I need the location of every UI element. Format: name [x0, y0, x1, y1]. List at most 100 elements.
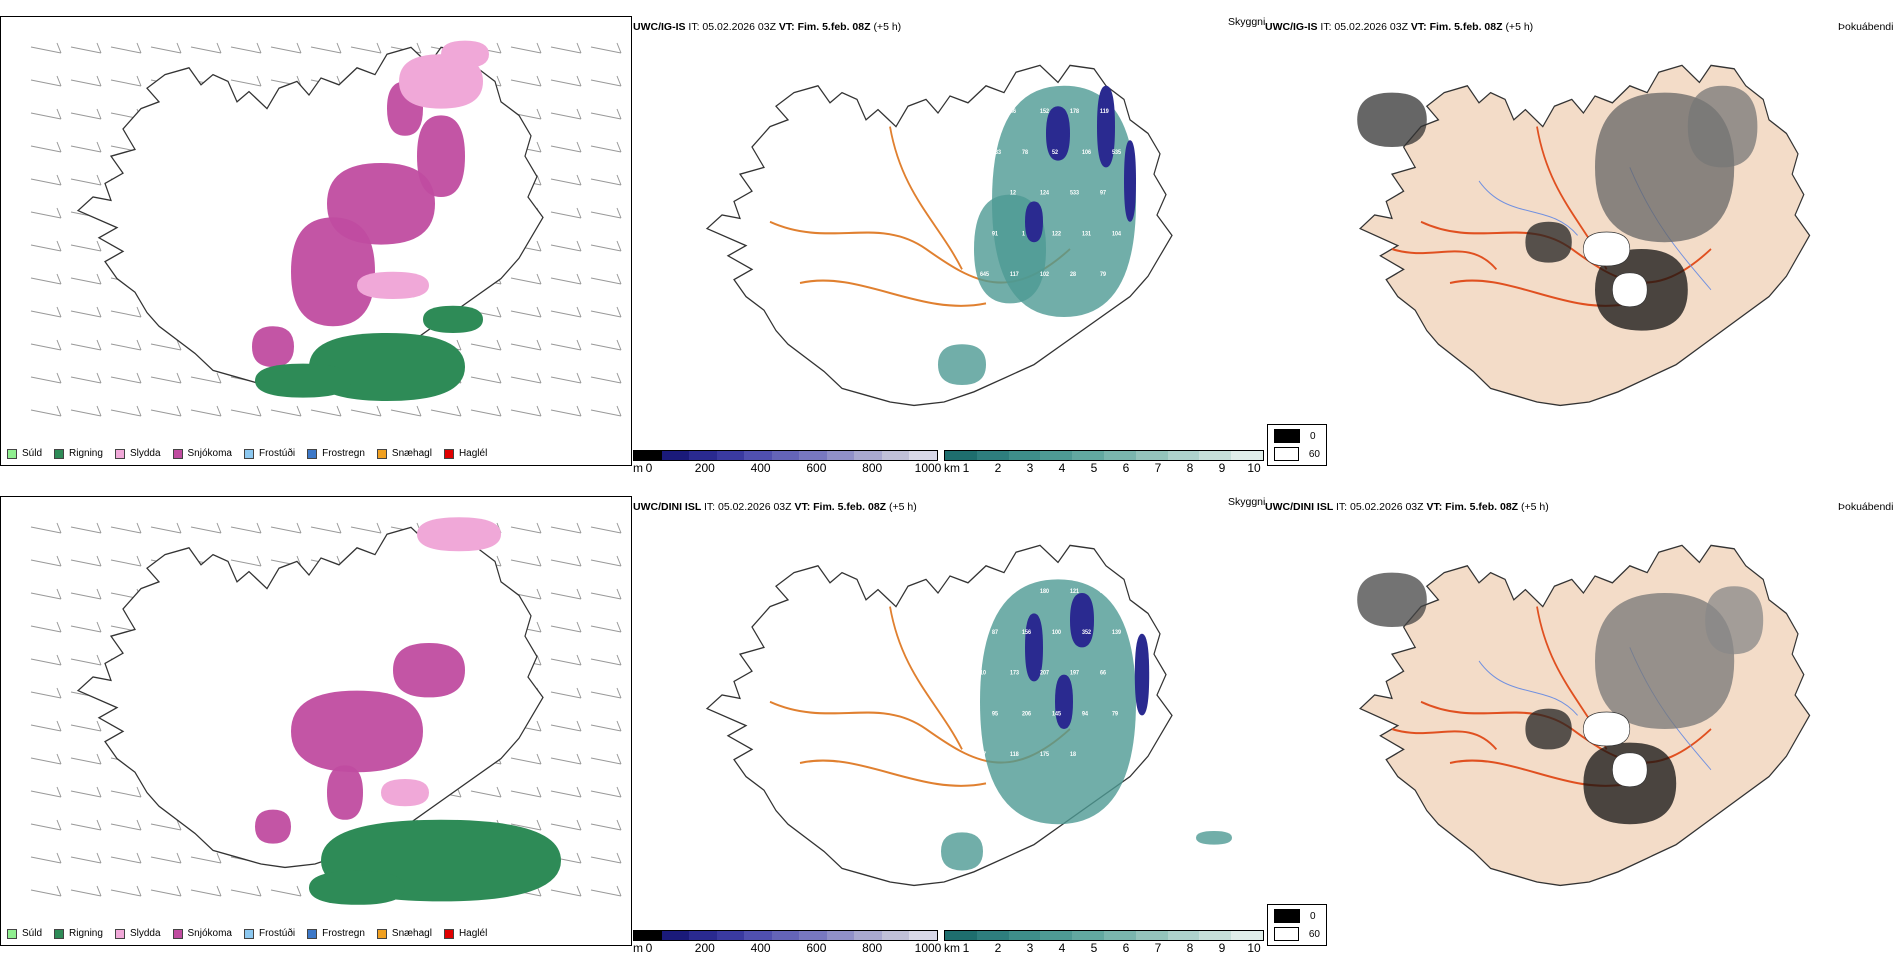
cloud-base-value: 120	[962, 711, 971, 717]
visibility-area	[1196, 831, 1232, 845]
cloud-base-value: 12	[1010, 190, 1016, 196]
wind-barb	[270, 405, 302, 417]
wind-barb	[550, 372, 582, 384]
wind-barb	[590, 405, 622, 417]
cloud-base-value: 169	[950, 190, 959, 196]
cloud-base-value: 52	[1052, 150, 1058, 156]
cloud-header: UWC/DINI ISL IT: 05.02.2026 03Z VT: Fim.…	[633, 501, 917, 514]
wind-barb	[30, 405, 62, 417]
wind-barb	[30, 555, 62, 567]
colorbar-cell	[1072, 931, 1104, 940]
colorbar-tick: 5	[1090, 461, 1098, 475]
fog-title: Þokuábendi	[1838, 501, 1894, 513]
cloud-base-value: 152	[1040, 109, 1049, 115]
colorbar-cell	[744, 931, 772, 940]
wind-barb	[510, 372, 542, 384]
fog-legend-label: 0	[1310, 910, 1316, 922]
fog-map	[1357, 64, 1811, 407]
wind-barb	[550, 174, 582, 186]
wind-barb	[30, 819, 62, 831]
cloud-base-value: 97	[1100, 190, 1106, 196]
cloud-base-value: 118	[1022, 313, 1031, 319]
wind-barb	[110, 555, 142, 567]
cloud-base-value: 161	[950, 670, 960, 676]
cloud-header: UWC/IG-IS IT: 05.02.2026 03Z VT: Fim. 5.…	[633, 21, 901, 34]
cloud-base-value: 106	[1082, 150, 1091, 156]
fog-legend-item: 60	[1274, 447, 1320, 461]
colorbar-cell	[976, 931, 1009, 940]
wind-barb	[590, 753, 622, 765]
cloud-base-value: 535	[1112, 150, 1122, 156]
cloud-base-value: 156	[1022, 630, 1031, 636]
wind-barb	[350, 405, 382, 417]
rain-area	[309, 870, 405, 905]
fog-legend-item: 0	[1274, 429, 1320, 443]
wind-barb	[110, 339, 142, 351]
cloud-base-value: 161	[962, 231, 972, 237]
wind-barb	[550, 687, 582, 699]
model-name: UWC/DINI ISL	[1265, 501, 1336, 513]
fog-legend-swatch	[1274, 927, 1299, 941]
legend-item: Rigning	[54, 928, 103, 939]
colorbar-tick: 2	[994, 461, 1002, 475]
colorbar-tick: 3	[1026, 461, 1034, 475]
wind-barb	[590, 555, 622, 567]
wind-barb	[70, 753, 102, 765]
legend-item: Snjókoma	[172, 448, 232, 459]
colorbar-tick: 9	[1218, 941, 1226, 955]
cloud-base-value: 57	[980, 752, 986, 758]
visibility-colorbar: km 1 2 3 4 5 6 7 8 9 10	[944, 930, 1264, 955]
cloud-base-value: 118	[1010, 752, 1019, 758]
wind-barb	[230, 75, 262, 87]
cloud-base-area	[1055, 674, 1073, 729]
wind-barb	[110, 75, 142, 87]
wind-barb	[590, 339, 622, 351]
legend-label: Súld	[22, 448, 43, 459]
wind-barb	[590, 522, 622, 534]
wind-barb	[30, 885, 62, 897]
coastline	[76, 526, 544, 869]
cloud-base-value: 104	[1112, 231, 1122, 237]
legend-item: Snæhagl	[376, 448, 432, 459]
colorbar-cell	[1167, 451, 1200, 460]
wind-barb	[30, 273, 62, 285]
cloud-base-value: 134	[962, 630, 972, 636]
legend-label: Snjókoma	[187, 928, 232, 939]
roads	[1391, 606, 1712, 787]
colorbar-cell	[1072, 451, 1104, 460]
colorbar-tick: 2	[994, 941, 1002, 955]
colorbar-cell	[854, 931, 882, 940]
colorbar-cell	[1199, 451, 1232, 460]
wind-barb	[590, 852, 622, 864]
colorbar-unit: m	[633, 941, 643, 955]
cloud-base-value: 206	[1022, 711, 1031, 717]
cloud-base-value: 207	[1040, 670, 1049, 676]
sleet-area	[399, 54, 484, 109]
legend-swatch	[172, 928, 183, 939]
wind-barb	[70, 405, 102, 417]
colorbar-ticks: 0 200 400 600 800 1000	[633, 461, 942, 475]
colorbar-tick: 400	[750, 941, 771, 955]
wind-barb	[70, 522, 102, 534]
colorbar-cell	[634, 931, 662, 940]
wind-barb	[70, 819, 102, 831]
precip-legend: Súld Rigning Slydda Snjókoma Frostúði Frostre…	[7, 928, 499, 939]
precip-map	[30, 517, 622, 905]
wind-barb	[430, 405, 462, 417]
fog-legend-label: 60	[1308, 928, 1320, 940]
wind-barb	[510, 75, 542, 87]
wind-barb	[150, 819, 182, 831]
cloud-base-value: 117	[1010, 272, 1019, 278]
cloud-base-value: 78	[1022, 150, 1029, 156]
visibility-area	[941, 832, 983, 871]
precip-legend: Súld Rigning Slydda Snjókoma Frostúði Frostre…	[7, 448, 499, 459]
colorbar-tick: 0	[645, 941, 653, 955]
colorbar-cells	[944, 450, 1264, 461]
colorbar-cell	[689, 451, 717, 460]
snow-area	[291, 217, 375, 327]
cloud-base-value: 131	[1082, 231, 1092, 237]
legend-swatch	[443, 928, 454, 939]
wind-barb	[470, 405, 502, 417]
colorbar-tick: 3	[1026, 941, 1034, 955]
legend-item: Rigning	[54, 448, 103, 459]
